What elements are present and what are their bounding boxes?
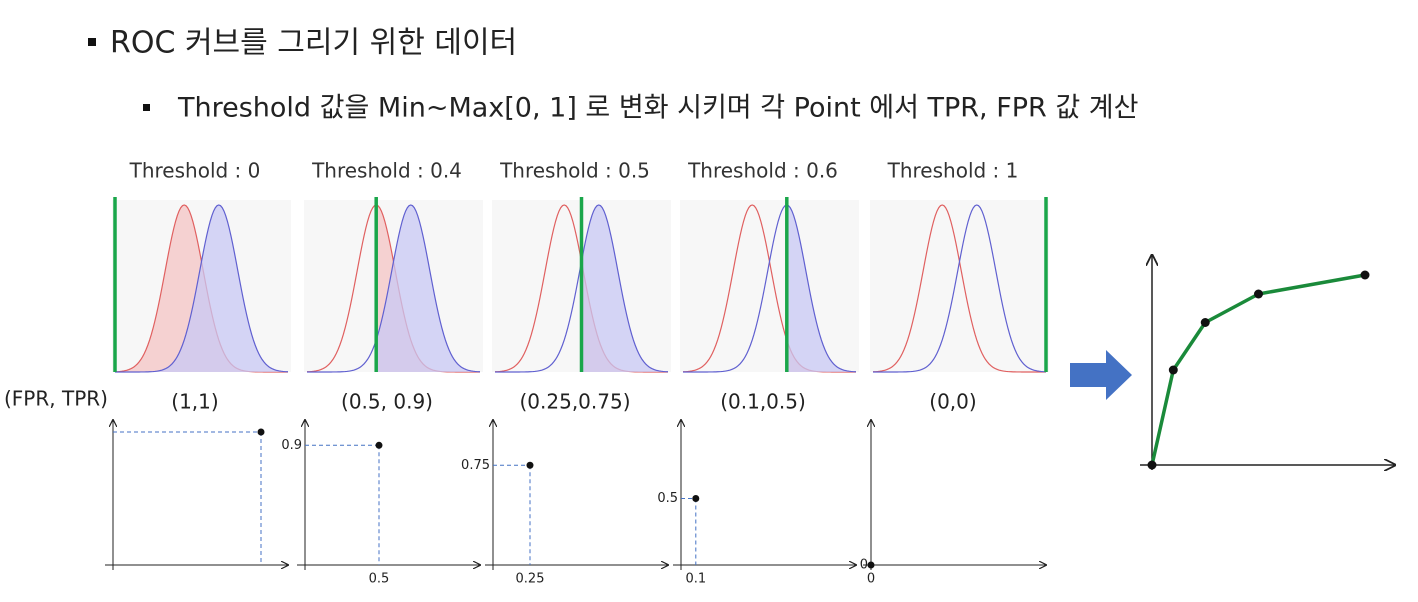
positive-area (581, 205, 668, 372)
x-tick-label: 0 (867, 572, 875, 587)
roc-point (526, 461, 534, 469)
roc-curve-point (1254, 289, 1263, 299)
pair-header: (FPR, TPR) (4, 387, 108, 411)
distribution-curve (873, 204, 1047, 373)
pair-label: (0,0) (929, 390, 976, 414)
threshold-label: Threshold : 0 (129, 159, 261, 183)
distribution-curve (307, 204, 481, 373)
plot-bg (870, 200, 1049, 372)
roc-curve-point (1200, 318, 1210, 327)
roc-curve-point (1147, 460, 1157, 470)
roc-curve-point (1168, 365, 1178, 375)
x-tick-label: 0.1 (685, 572, 706, 587)
distribution-curve (683, 204, 857, 373)
roc-curve (1150, 273, 1366, 466)
positive-area (786, 205, 856, 372)
roc-point (257, 428, 265, 436)
pair-label: (0.25,0.75) (519, 390, 630, 414)
roc-curve-point (1360, 270, 1370, 280)
slide-title: ROC 커브를 그리기 위한 데이터 (110, 26, 517, 61)
plot-bg (680, 200, 859, 372)
threshold-label: Threshold : 0.6 (687, 159, 838, 183)
roc-point (867, 561, 875, 569)
roc-point (692, 495, 700, 502)
x-tick-label: 0.5 (369, 572, 390, 587)
threshold-label: Threshold : 1 (887, 159, 1019, 183)
positive-area (115, 205, 288, 372)
threshold-label: Threshold : 0.4 (311, 159, 462, 183)
distribution-curve (115, 204, 289, 373)
threshold-label: Threshold : 0.5 (499, 159, 650, 183)
sub-bullet-mark (143, 104, 150, 111)
y-tick-label: 0.9 (281, 438, 302, 453)
roc-point (375, 441, 383, 449)
pair-label: (0.1,0.5) (720, 390, 806, 414)
x-tick-label: 0.25 (516, 572, 545, 587)
pair-label: (1,1) (171, 390, 218, 414)
bullet-text: Threshold 값을 Min~Max[0, 1] 로 변화 시키며 각 Po… (177, 93, 1138, 124)
pair-label: (0.5, 0.9) (341, 390, 433, 414)
arrow (1070, 350, 1132, 400)
bullet-mark (88, 38, 96, 46)
y-tick-label: 0.5 (657, 491, 678, 506)
y-tick-label: 0.75 (461, 458, 490, 473)
positive-area (376, 205, 480, 372)
y-tick-label: 0 (860, 558, 868, 573)
